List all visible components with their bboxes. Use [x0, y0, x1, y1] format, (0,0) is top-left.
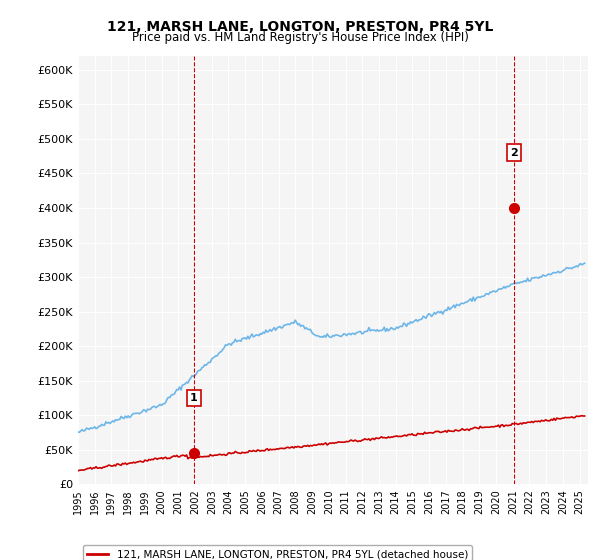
- Text: Price paid vs. HM Land Registry's House Price Index (HPI): Price paid vs. HM Land Registry's House …: [131, 31, 469, 44]
- Text: 1: 1: [190, 393, 197, 403]
- Text: 121, MARSH LANE, LONGTON, PRESTON, PR4 5YL: 121, MARSH LANE, LONGTON, PRESTON, PR4 5…: [107, 20, 493, 34]
- Text: 2: 2: [510, 148, 518, 158]
- Legend: 121, MARSH LANE, LONGTON, PRESTON, PR4 5YL (detached house), HPI: Average price,: 121, MARSH LANE, LONGTON, PRESTON, PR4 5…: [83, 545, 472, 560]
